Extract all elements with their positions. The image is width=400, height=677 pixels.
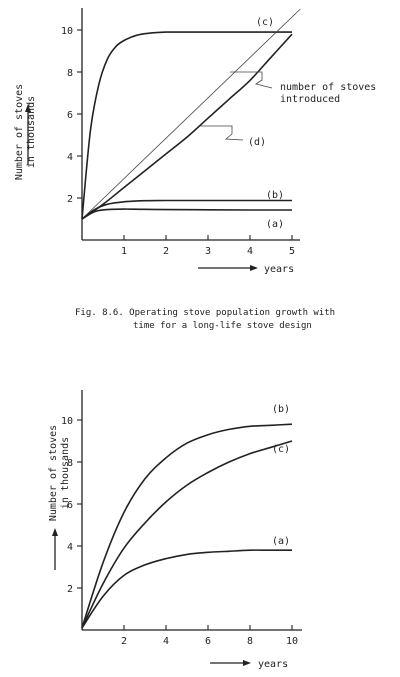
chart-1-y-axis-label: Number of stoves in thousands [14, 84, 37, 180]
chart-1-label-a: (a) [266, 219, 284, 230]
chart-2-ticks: 2 4 6 8 10 2 4 6 8 10 [61, 416, 298, 647]
chart-1: 1 2 3 4 5 2 4 6 8 10 Number of stoves in thousand… [14, 8, 376, 275]
chart-2-y-tick-label: 4 [67, 542, 73, 553]
chart-2-label-c: (c) [272, 444, 290, 455]
chart-1-y-tick-label: 6 [67, 110, 73, 121]
chart-2-series-0-line [81, 423, 293, 629]
chart-1-x-tick-label: 5 [289, 246, 295, 257]
chart-1-y-tick-label: 4 [67, 152, 73, 163]
figure-caption-line2: time for a long-life stove design [133, 321, 312, 331]
chart-1-x-axis-label: years [198, 264, 294, 275]
chart-1-label-b: (b) [266, 190, 284, 201]
chart-1-series-0-line [81, 31, 292, 220]
chart-1-pointer-introduced [230, 71, 273, 89]
chart-1-x-tick-label: 2 [163, 246, 169, 257]
chart-1-x-tick-label: 1 [121, 246, 127, 257]
chart-2: 2 4 6 8 10 2 4 6 8 10 Number of stoves in thousan… [48, 390, 302, 670]
chart-2-y-tick-label: 2 [67, 584, 73, 595]
chart-1-y-tick-label: 10 [61, 26, 73, 37]
chart-1-series-2-line [81, 8, 301, 220]
chart-1-label-d: (d) [248, 137, 266, 148]
chart-2-x-axis-label: years [210, 659, 288, 670]
chart-2-ylabel-line1: Number of stoves [48, 425, 59, 521]
chart-1-xlabel-arrow-head [250, 265, 258, 271]
chart-1-series-3-line [81, 199, 292, 220]
chart-1-label-introduced-1: number of stoves [280, 82, 376, 93]
chart-1-y-tick-label: 2 [67, 194, 73, 205]
chart-2-y-tick-label: 8 [67, 458, 73, 469]
chart-2-x-tick-label: 2 [121, 636, 127, 647]
chart-1-ticks: 1 2 3 4 5 2 4 6 8 10 [61, 26, 295, 257]
chart-2-ylabel-arrow-head [52, 528, 58, 536]
chart-2-xlabel-arrow-head [243, 660, 251, 666]
chart-2-label-a: (a) [272, 536, 290, 547]
chart-1-label-c: (c) [256, 17, 274, 28]
chart-2-label-b: (b) [272, 404, 290, 415]
chart-1-xlabel: years [264, 264, 294, 275]
chart-1-series-1-line [81, 33, 293, 220]
chart-2-xlabel: years [258, 659, 288, 670]
chart-2-curves [81, 423, 293, 629]
chart-1-x-tick-label: 3 [205, 246, 211, 257]
chart-1-ylabel-line1: Number of stoves [14, 84, 25, 180]
chart-1-ylabel-line2: in thousands [26, 96, 37, 168]
chart-2-series-1-line [81, 440, 293, 629]
chart-1-axes [81, 8, 300, 241]
chart-2-axes [81, 390, 302, 631]
chart-1-y-tick-label: 8 [67, 68, 73, 79]
chart-1-series-4-line [81, 208, 292, 220]
chart-2-series-2-line [81, 549, 292, 629]
chart-2-y-tick-label: 10 [61, 416, 73, 427]
chart-2-x-tick-label: 4 [163, 636, 169, 647]
chart-1-label-introduced-2: introduced [280, 94, 340, 105]
figure-caption-line1: Fig. 8.6. Operating stove population gro… [75, 308, 335, 318]
chart-2-y-axis-label: Number of stoves in thousands [48, 425, 71, 570]
chart-2-y-tick-label: 6 [67, 500, 73, 511]
chart-2-x-tick-label: 10 [286, 636, 298, 647]
chart-2-x-tick-label: 6 [205, 636, 211, 647]
chart-2-ylabel-line2: in thousands [60, 437, 71, 509]
chart-2-x-tick-label: 8 [247, 636, 253, 647]
chart-1-ylabel-arrow-head [25, 104, 31, 112]
chart-1-curves [81, 8, 301, 220]
chart-1-pointer-d [200, 125, 244, 141]
chart-1-x-tick-label: 4 [247, 246, 253, 257]
